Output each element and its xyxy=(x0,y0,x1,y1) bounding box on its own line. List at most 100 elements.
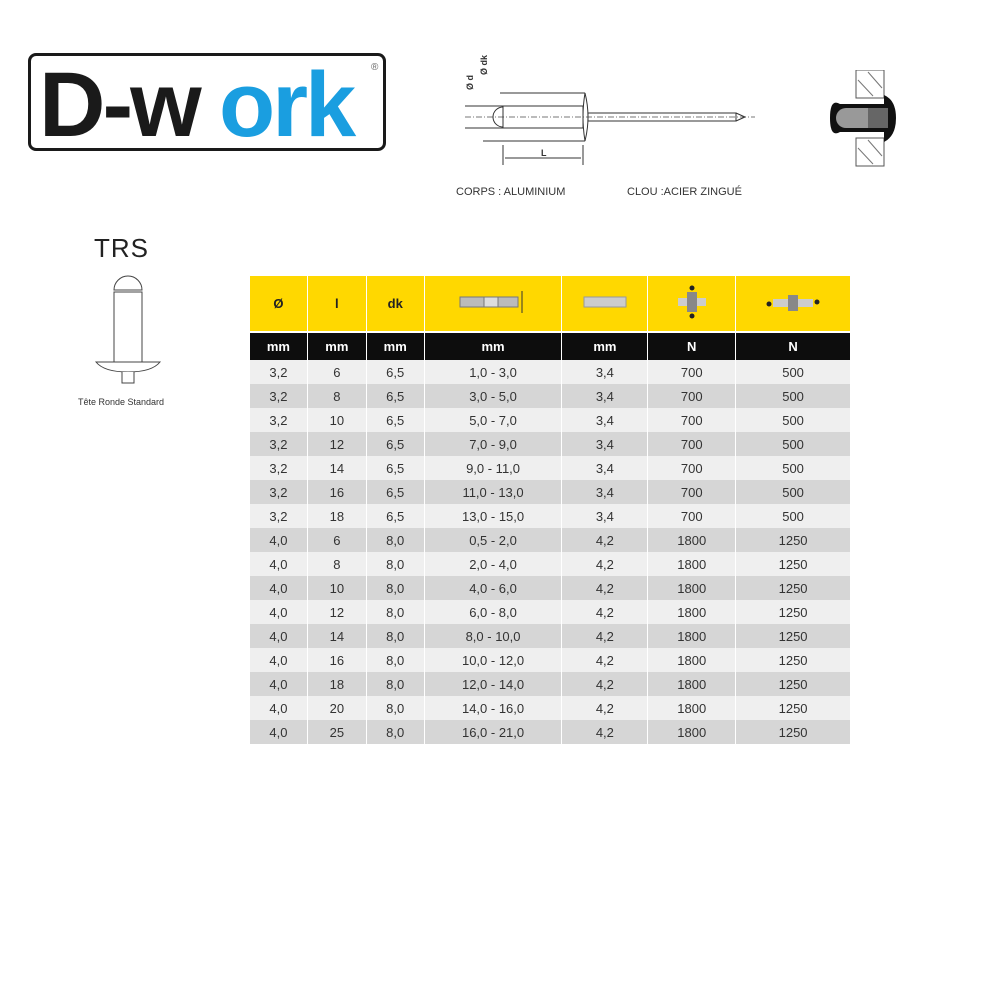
table-cell: 4,2 xyxy=(562,552,648,576)
table-cell: 4,0 xyxy=(250,696,307,720)
table-cell: 4,2 xyxy=(562,696,648,720)
table-cell: 500 xyxy=(736,480,850,504)
table-cell: 1800 xyxy=(648,576,736,600)
table-cell: 6,5 xyxy=(366,504,424,528)
unit-cell: mm xyxy=(424,333,562,360)
table-row: 4,0 8 8,0 2,0 - 4,0 4,2 1800 1250 xyxy=(250,552,850,576)
table-cell: 4,0 - 6,0 xyxy=(424,576,562,600)
table-cell: 3,4 xyxy=(562,384,648,408)
table-cell: 8,0 xyxy=(366,600,424,624)
table-row: 4,0 6 8,0 0,5 - 2,0 4,2 1800 1250 xyxy=(250,528,850,552)
table-cell: 700 xyxy=(648,408,736,432)
header-cell xyxy=(736,276,850,333)
svg-text:D-w: D-w xyxy=(39,56,202,148)
table-row: 3,2 18 6,5 13,0 - 15,0 3,4 700 500 xyxy=(250,504,850,528)
svg-text:L: L xyxy=(541,148,547,158)
table-cell: 20 xyxy=(307,696,366,720)
unit-cell: N xyxy=(736,333,850,360)
table-cell: 0,5 - 2,0 xyxy=(424,528,562,552)
table-cell: 4,2 xyxy=(562,576,648,600)
table-cell: 8,0 xyxy=(366,696,424,720)
nail-material-label: CLOU :ACIER ZINGUÉ xyxy=(627,186,742,198)
table-cell: 4,0 xyxy=(250,600,307,624)
table-cell: 11,0 - 13,0 xyxy=(424,480,562,504)
table-cell: 700 xyxy=(648,384,736,408)
table-cell: 12 xyxy=(307,432,366,456)
table-cell: 3,4 xyxy=(562,504,648,528)
table-cell: 12 xyxy=(307,600,366,624)
table-cell: 4,2 xyxy=(562,672,648,696)
table-cell: 1250 xyxy=(736,552,850,576)
header-cell xyxy=(648,276,736,333)
table-cell: 4,2 xyxy=(562,600,648,624)
svg-text:Ø d: Ø d xyxy=(465,75,475,90)
table-cell: 6,5 xyxy=(366,432,424,456)
table-row: 4,0 16 8,0 10,0 - 12,0 4,2 1800 1250 xyxy=(250,648,850,672)
table-cell: 7,0 - 9,0 xyxy=(424,432,562,456)
table-cell: 3,4 xyxy=(562,480,648,504)
table-cell: 6,5 xyxy=(366,480,424,504)
table-cell: 9,0 - 11,0 xyxy=(424,456,562,480)
table-cell: 8,0 xyxy=(366,552,424,576)
table-cell: 1250 xyxy=(736,600,850,624)
table-cell: 4,0 xyxy=(250,720,307,744)
table-cell: 1800 xyxy=(648,552,736,576)
table-cell: 16 xyxy=(307,648,366,672)
table-cell: 500 xyxy=(736,504,850,528)
table-cell: 1250 xyxy=(736,720,850,744)
body-material-label: CORPS : ALUMINIUM xyxy=(456,186,566,198)
table-cell: 4,0 xyxy=(250,648,307,672)
table-cell: 1800 xyxy=(648,600,736,624)
table-cell: 6 xyxy=(307,360,366,384)
table-cell: 8 xyxy=(307,384,366,408)
table-cell: 4,0 xyxy=(250,552,307,576)
table-row: 3,2 6 6,5 1,0 - 3,0 3,4 700 500 xyxy=(250,360,850,384)
table-cell: 6 xyxy=(307,528,366,552)
table-cell: 700 xyxy=(648,504,736,528)
table-cell: 3,2 xyxy=(250,456,307,480)
table-cell: 1250 xyxy=(736,696,850,720)
table-cell: 3,2 xyxy=(250,360,307,384)
grip-range-icon xyxy=(458,291,528,318)
table-cell: 8,0 xyxy=(366,576,424,600)
table-cell: 500 xyxy=(736,408,850,432)
table-cell: 700 xyxy=(648,360,736,384)
table-cell: 700 xyxy=(648,480,736,504)
header-cell xyxy=(424,276,562,333)
table-cell: 12,0 - 14,0 xyxy=(424,672,562,696)
table-row: 3,2 16 6,5 11,0 - 13,0 3,4 700 500 xyxy=(250,480,850,504)
round-head-rivet-icon xyxy=(94,275,162,384)
table-row: 4,0 25 8,0 16,0 - 21,0 4,2 1800 1250 xyxy=(250,720,850,744)
table-cell: 500 xyxy=(736,360,850,384)
table-cell: 3,2 xyxy=(250,408,307,432)
table-cell: 1250 xyxy=(736,624,850,648)
table-cell: 3,4 xyxy=(562,456,648,480)
table-cell: 4,0 xyxy=(250,528,307,552)
table-row: 3,2 14 6,5 9,0 - 11,0 3,4 700 500 xyxy=(250,456,850,480)
table-cell: 18 xyxy=(307,672,366,696)
table-cell: 4,0 xyxy=(250,672,307,696)
drill-hole-icon xyxy=(582,296,628,312)
table-cell: 1250 xyxy=(736,528,850,552)
unit-cell: mm xyxy=(307,333,366,360)
table-cell: 700 xyxy=(648,432,736,456)
rivet-dimension-diagram: Ø d Ø dk L xyxy=(465,54,755,165)
table-cell: 16 xyxy=(307,480,366,504)
table-cell: 10 xyxy=(307,408,366,432)
table-cell: 8,0 xyxy=(366,528,424,552)
table-cell: 3,0 - 5,0 xyxy=(424,384,562,408)
table-cell: 3,2 xyxy=(250,432,307,456)
table-cell: 500 xyxy=(736,432,850,456)
product-caption: Tête Ronde Standard xyxy=(78,397,165,407)
table-cell: 500 xyxy=(736,384,850,408)
table-row: 3,2 10 6,5 5,0 - 7,0 3,4 700 500 xyxy=(250,408,850,432)
product-code: TRS xyxy=(94,233,149,263)
table-cell: 5,0 - 7,0 xyxy=(424,408,562,432)
table-cell: 1800 xyxy=(648,696,736,720)
table-cell: 25 xyxy=(307,720,366,744)
table-cell: 14 xyxy=(307,456,366,480)
table-cell: 16,0 - 21,0 xyxy=(424,720,562,744)
table-cell: 4,2 xyxy=(562,528,648,552)
